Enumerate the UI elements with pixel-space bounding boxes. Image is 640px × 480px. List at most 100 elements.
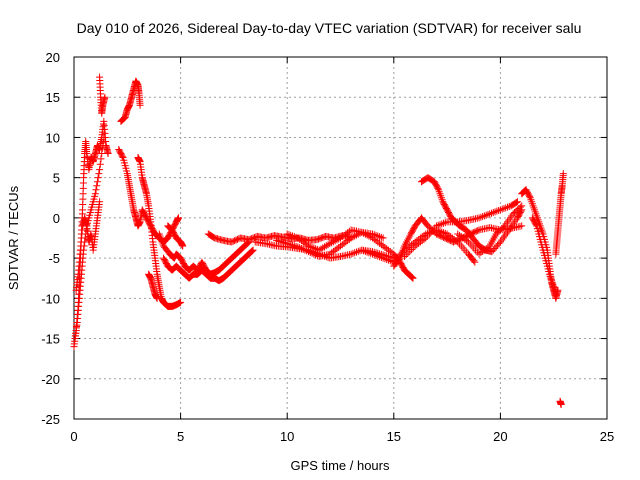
- data-point: [480, 246, 488, 254]
- data-point: [321, 243, 329, 251]
- data-point: [381, 243, 389, 251]
- data-point: [347, 234, 355, 242]
- data-point: [101, 93, 109, 101]
- data-point: [310, 244, 318, 252]
- data-point: [335, 243, 343, 251]
- series-X: [556, 397, 565, 409]
- data-point: [368, 230, 376, 238]
- data-point: [482, 245, 490, 253]
- data-point: [338, 241, 346, 249]
- data-point: [445, 236, 453, 244]
- data-point: [338, 233, 346, 241]
- data-point: [456, 231, 464, 239]
- data-point: [435, 231, 443, 239]
- data-point: [432, 230, 440, 238]
- data-point: [294, 243, 302, 251]
- data-point: [409, 244, 417, 252]
- data-point: [480, 212, 488, 220]
- data-point: [352, 248, 360, 256]
- data-point: [420, 235, 428, 243]
- data-point: [479, 213, 487, 221]
- data-point: [248, 247, 256, 255]
- series-I: [155, 230, 253, 278]
- data-point: [118, 152, 126, 160]
- data-point: [365, 249, 373, 257]
- data-point: [301, 239, 309, 247]
- data-point: [477, 249, 485, 257]
- series-J: [160, 246, 257, 285]
- y-tick-label: -5: [48, 251, 60, 266]
- data-point: [406, 247, 414, 255]
- data-point: [98, 150, 106, 158]
- data-point: [436, 221, 444, 229]
- data-point: [287, 241, 295, 249]
- data-point: [328, 239, 336, 247]
- data-point: [301, 246, 309, 254]
- data-point: [326, 250, 334, 258]
- data-point: [319, 244, 327, 252]
- data-point: [296, 244, 304, 252]
- series-O: [273, 228, 387, 261]
- data-point: [484, 211, 492, 219]
- data-point: [328, 249, 336, 257]
- data-point: [177, 298, 185, 306]
- data-point: [299, 245, 307, 253]
- data-point: [484, 243, 492, 251]
- data-point: [278, 238, 286, 246]
- data-point: [438, 233, 446, 241]
- data-point: [314, 235, 322, 243]
- data-point: [408, 273, 416, 281]
- data-point: [471, 258, 479, 266]
- series-G: [134, 154, 185, 310]
- data-point: [400, 253, 408, 261]
- data-point: [486, 210, 494, 218]
- data-point: [559, 170, 567, 178]
- data-point: [516, 203, 524, 211]
- data-point: [482, 211, 490, 219]
- data-point: [354, 230, 362, 238]
- series-D: [96, 73, 109, 117]
- data-point: [500, 205, 508, 213]
- data-point: [505, 202, 513, 210]
- data-point: [276, 237, 284, 245]
- data-point: [518, 202, 526, 210]
- data-point: [229, 237, 237, 245]
- data-point: [470, 257, 478, 265]
- data-point: [319, 233, 327, 241]
- series-S: [400, 198, 521, 261]
- data-point: [289, 241, 297, 249]
- data-point: [449, 238, 457, 246]
- x-tick-label: 0: [70, 429, 77, 444]
- data-point: [361, 247, 369, 255]
- data-point: [340, 231, 348, 239]
- data-point: [395, 255, 403, 263]
- data-point: [472, 227, 480, 235]
- data-point: [283, 230, 291, 238]
- data-point: [342, 238, 350, 246]
- data-point: [504, 203, 512, 211]
- data-point: [471, 228, 479, 236]
- data-point: [351, 249, 359, 257]
- series-K: [164, 222, 187, 250]
- data-point: [285, 231, 293, 239]
- data-point: [513, 198, 521, 206]
- data-point: [377, 233, 385, 241]
- data-point: [475, 250, 483, 258]
- x-tick-label: 10: [280, 429, 294, 444]
- data-point: [244, 239, 252, 247]
- data-point: [475, 214, 483, 222]
- data-point: [290, 242, 298, 250]
- series-N: [283, 226, 417, 282]
- data-point: [324, 241, 332, 249]
- data-point: [488, 248, 496, 256]
- data-point: [248, 235, 256, 243]
- data-point: [329, 247, 337, 255]
- series-C: [72, 198, 104, 294]
- data-point: [96, 160, 104, 168]
- data-point: [452, 237, 460, 245]
- data-point: [443, 230, 451, 238]
- data-point: [404, 249, 412, 257]
- data-point: [315, 246, 323, 254]
- data-point: [153, 294, 161, 302]
- data-point: [418, 237, 426, 245]
